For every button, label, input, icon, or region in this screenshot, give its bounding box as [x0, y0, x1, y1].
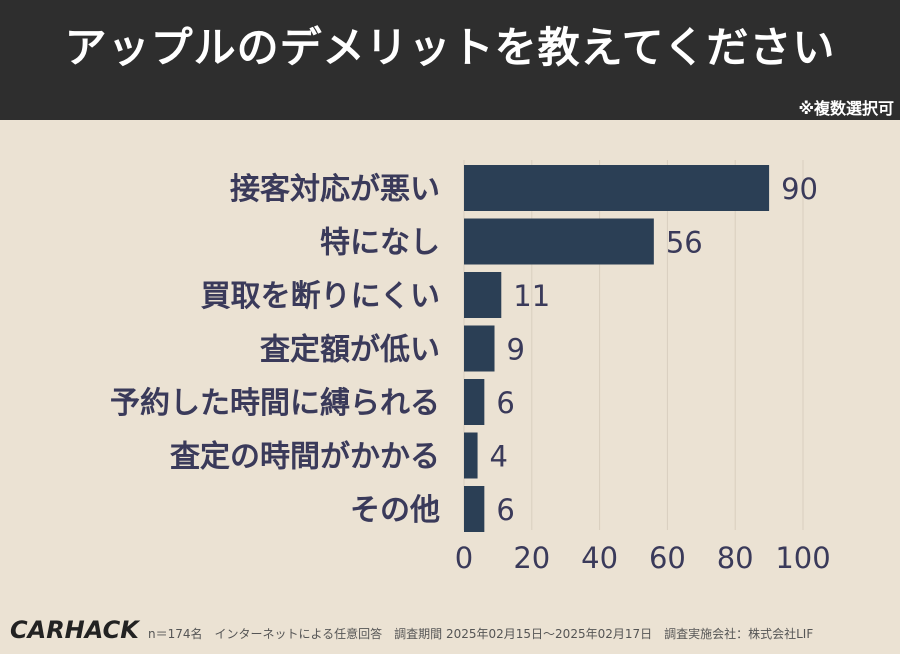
chart-panel: 接客対応が悪い 90 特になし 56 買取を断りにくい 11 査定額が低い 9 予約した時間に縛… [0, 120, 900, 654]
multiple-choice-note: ※複数選択可 [798, 99, 894, 118]
bar-chart: 接客対応が悪い 90 特になし 56 買取を断りにくい 11 査定額が低い 9 予約した時間に縛… [110, 160, 831, 575]
chart-title: アップルのデメリットを教えてください [64, 23, 836, 72]
category-label: その他 [350, 493, 440, 528]
category-label: 買取を断りにくい [201, 279, 440, 314]
bar [464, 432, 478, 479]
bar [464, 325, 495, 372]
bar [464, 379, 485, 425]
category-label: 予約した時間に縛られる [110, 386, 440, 421]
category-label: 査定額が低い [260, 333, 440, 368]
category-label: 査定の時間がかかる [170, 440, 440, 475]
x-tick-label: 0 [455, 541, 473, 575]
value-label: 11 [513, 279, 550, 313]
header-bar: アップルのデメリットを教えてください ※複数選択可 [0, 0, 900, 120]
survey-footnote: n＝174名 インターネットによる任意回答 調査期間 2025年02月15日〜2… [148, 627, 814, 641]
bar [464, 272, 502, 318]
value-label: 6 [496, 493, 514, 527]
x-tick-label: 80 [717, 541, 754, 575]
category-label: 特になし [320, 226, 440, 261]
bar [464, 218, 654, 265]
category-label: 接客対応が悪い [230, 172, 440, 207]
x-tick-label: 20 [513, 541, 550, 575]
footer: CARHACK n＝174名 インターネットによる任意回答 調査期間 2025年… [0, 612, 900, 654]
bar [464, 486, 485, 532]
bar [464, 165, 770, 211]
carhack-logo: CARHACK [10, 616, 139, 644]
x-tick-label: 40 [581, 541, 618, 575]
value-label: 56 [666, 226, 703, 260]
value-label: 4 [490, 440, 508, 474]
x-tick-label: 100 [775, 541, 830, 575]
value-label: 6 [496, 386, 514, 420]
value-label: 90 [781, 172, 818, 206]
value-label: 9 [507, 333, 525, 367]
x-tick-label: 60 [649, 541, 686, 575]
